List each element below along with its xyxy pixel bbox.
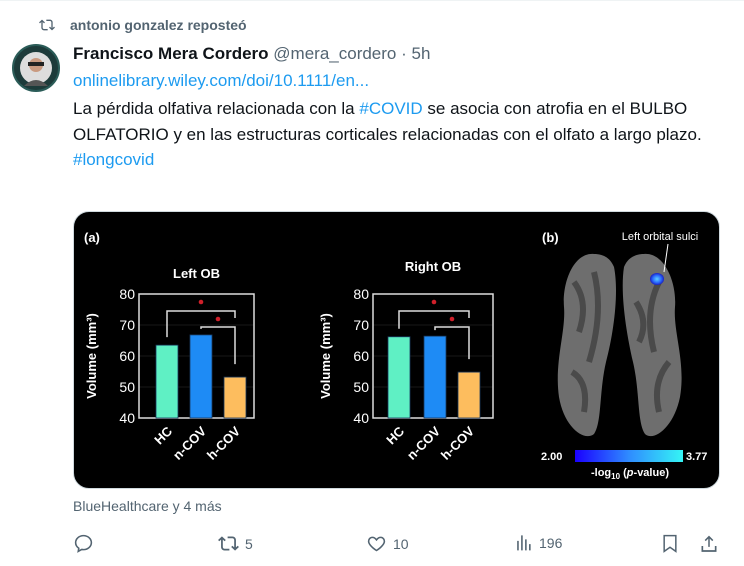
y-tick-label: 80 [119,286,135,302]
y-tick-label: 60 [353,348,369,364]
share-button[interactable] [699,533,719,554]
colorbar-min: 2.00 [541,451,562,463]
share-icon [701,535,717,552]
views-icon [517,535,531,551]
like-button[interactable]: 10 [366,533,409,554]
reply-icon [74,534,93,553]
avatar-image [20,52,52,86]
y-tick-label: 80 [353,286,369,302]
y-axis-label: Volume (mm³) [318,313,333,399]
significance-bracket [166,310,236,338]
social-context[interactable]: BlueHealthcare y 4 más [73,498,222,514]
y-tick-label: 50 [119,379,135,395]
repost-button[interactable]: 5 [218,533,253,554]
tweet-text: La pérdida olfativa relacionada con la #… [73,96,713,173]
repost-count: 5 [245,535,253,552]
x-tick-label: h-COV [204,423,243,462]
colorbar [575,450,683,462]
chart-title: Left OB [173,266,220,281]
separator: · [401,44,407,63]
author-row: Francisco Mera Cordero @mera_cordero · 5… [73,44,430,64]
significance-star [215,316,221,322]
bar-h-cov [457,371,481,419]
bar-hc [155,344,179,419]
colorbar-max: 3.77 [686,451,707,463]
panel-b-label: (b) [542,230,559,245]
y-tick-label: 50 [353,379,369,395]
heart-icon [367,536,386,552]
bookmark-button[interactable] [660,533,680,554]
panel-a-label: (a) [84,230,100,245]
hashtag-longcovid[interactable]: #longcovid [73,150,155,169]
tweet-media-image[interactable]: (a) (b) Left OB 40 50 60 70 80 Volume (mm³) HC n… [73,211,720,489]
divider [0,0,744,1]
brain-annotation: Left orbital sulci [622,231,698,243]
bookmark-icon [663,534,677,553]
bar-n-cov [189,334,213,419]
significance-star [198,299,204,305]
significance-bracket [398,310,470,329]
bar-n-cov [423,335,447,419]
avatar[interactable] [12,44,60,92]
significance-bracket [200,326,236,365]
repost-icon [39,19,55,31]
reply-button[interactable] [73,533,94,554]
chart-title: Right OB [405,259,461,274]
like-count: 10 [393,535,409,552]
y-tick-label: 70 [353,317,369,333]
text-segment: se asocia con atrofia en el BULBO OLFATO… [73,99,702,144]
significance-bracket [434,326,470,360]
text-segment: La pérdida olfativa relacionada con la [73,99,360,118]
y-tick-label: 60 [119,348,135,364]
activation-spot [650,273,664,285]
repost-label: antonio gonzalez reposteó [70,17,247,33]
x-tick-label: HC [383,423,407,447]
significance-star [449,316,455,322]
x-tick-label: h-COV [438,423,477,462]
x-tick-label: n-COV [404,423,443,462]
x-tick-label: n-COV [170,423,209,462]
author-handle[interactable]: @mera_cordero [273,44,397,63]
bar-hc [387,336,411,419]
author-name[interactable]: Francisco Mera Cordero [73,44,269,63]
views-count: 196 [539,534,563,551]
y-axis-label: Volume (mm³) [84,313,99,399]
views-button[interactable]: 196 [514,533,562,552]
bar-h-cov [223,376,247,419]
repost-icon [218,536,239,551]
brain-surface [557,243,682,437]
significance-star [431,299,437,305]
y-tick-label: 40 [353,410,369,426]
repost-context[interactable]: antonio gonzalez reposteó [38,17,247,33]
colorbar-label: -log10 (p-value) [591,467,669,481]
y-tick-label: 40 [119,410,135,426]
x-tick-label: HC [151,423,175,447]
timestamp[interactable]: 5h [411,44,431,63]
y-tick-label: 70 [119,317,135,333]
article-link[interactable]: onlinelibrary.wiley.com/doi/10.1111/en..… [73,71,370,90]
hashtag-covid[interactable]: #COVID [359,99,423,118]
